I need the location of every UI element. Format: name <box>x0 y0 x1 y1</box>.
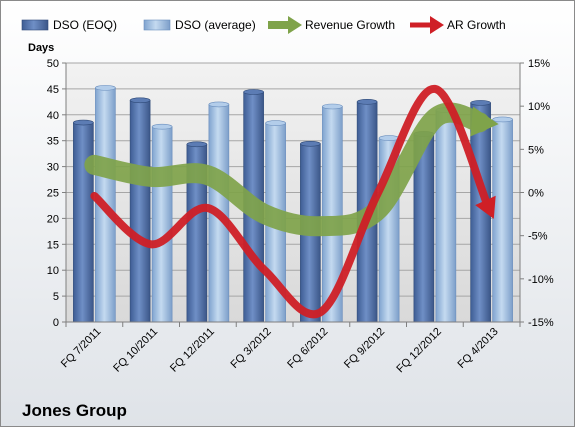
y2-tick-label: -5% <box>528 231 548 243</box>
y-tick-label: 45 <box>47 84 59 96</box>
y-tick-label: 30 <box>47 162 59 174</box>
bar-top <box>322 103 343 110</box>
legend-arrowhead <box>430 16 444 34</box>
y-tick-label: 5 <box>53 291 59 303</box>
legend-label: AR Growth <box>447 18 506 32</box>
y-tick-label: 25 <box>47 188 59 200</box>
legend-arrowhead <box>288 16 302 34</box>
bar <box>129 99 151 323</box>
y2-tick-label: -10% <box>528 274 554 286</box>
y-tick-label: 10 <box>47 265 59 277</box>
y-tick-label: 15 <box>47 239 59 251</box>
company-name: Jones Group <box>22 401 127 420</box>
y-axis-title: Days <box>28 42 54 54</box>
y2-tick-label: -15% <box>528 317 554 329</box>
y2-tick-label: 15% <box>528 58 550 70</box>
bar <box>435 109 457 323</box>
ar-growth-line <box>90 84 492 319</box>
arrowhead <box>470 106 499 137</box>
bar-top <box>186 141 208 148</box>
bar-top <box>129 97 151 104</box>
y-tick-label: 40 <box>47 110 59 122</box>
y-tick-label: 50 <box>47 58 59 70</box>
bar-top <box>95 85 116 91</box>
bar-top <box>378 135 400 141</box>
legend-label: DSO (average) <box>175 18 256 32</box>
y-tick-label: 35 <box>47 136 59 148</box>
bar-top <box>356 99 378 105</box>
bar <box>73 122 94 323</box>
bar <box>492 119 513 323</box>
y-tick-label: 0 <box>53 317 59 329</box>
y2-tick-label: 5% <box>528 144 544 156</box>
bar-top <box>265 120 286 126</box>
y2-tick-label: 0% <box>528 188 544 200</box>
bar-top <box>492 116 513 123</box>
legend-label: DSO (EOQ) <box>53 18 117 32</box>
bar-top <box>243 89 264 95</box>
legend-swatch <box>143 19 171 31</box>
legend-label: Revenue Growth <box>305 18 395 32</box>
arrowhead <box>475 195 496 219</box>
legend-swatch <box>21 19 49 31</box>
revenue-growth-line <box>84 102 490 237</box>
y2-tick-label: 10% <box>528 101 550 113</box>
bar-top <box>470 100 491 106</box>
bar-top <box>151 123 173 130</box>
bar <box>151 126 173 323</box>
y-tick-label: 20 <box>47 213 59 225</box>
bar-top <box>300 141 321 147</box>
bar-top <box>208 101 230 108</box>
bar-top <box>73 119 94 126</box>
